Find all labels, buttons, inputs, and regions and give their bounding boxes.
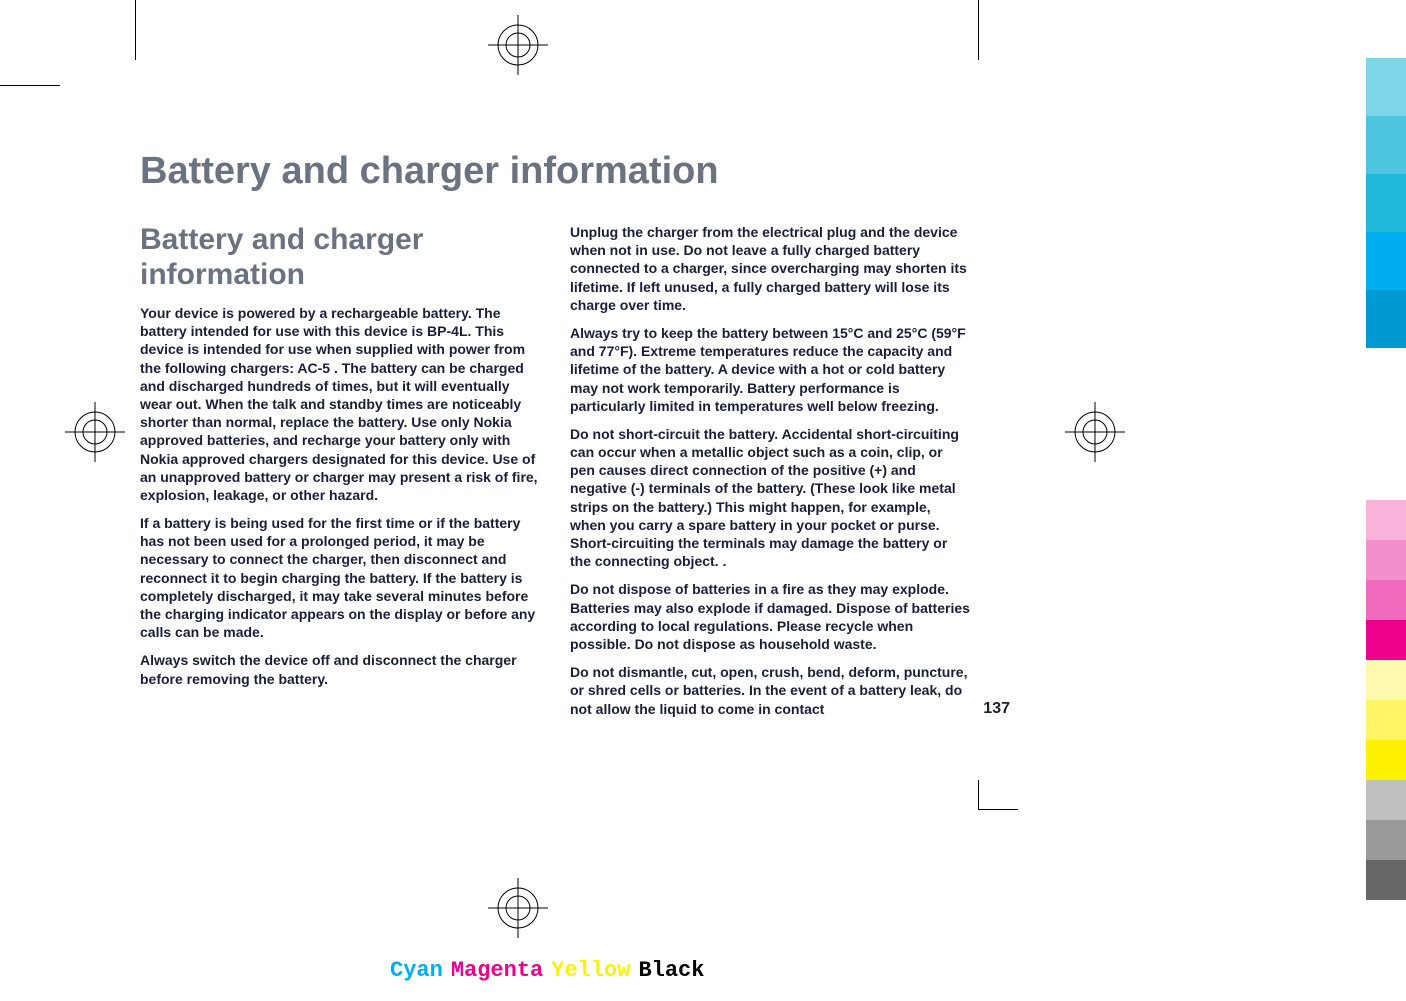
column-right: Unplug the charger from the electrical p… — [570, 223, 970, 728]
registration-mark-icon — [488, 15, 548, 80]
page-number: 137 — [983, 700, 1010, 718]
column-left: Battery and charger information Your dev… — [140, 223, 540, 728]
crop-mark — [978, 780, 979, 810]
black-label: Black — [638, 958, 704, 983]
color-separation-labels: Cyan Magenta Yellow Black — [390, 958, 704, 983]
crop-mark — [978, 809, 1018, 810]
two-column-layout: Battery and charger information Your dev… — [140, 223, 970, 728]
main-title: Battery and charger information — [140, 150, 970, 193]
cyan-label: Cyan — [390, 958, 443, 983]
section-title: Battery and charger information — [140, 223, 540, 292]
paragraph: Do not dispose of batteries in a fire as… — [570, 580, 970, 653]
paragraph: Your device is powered by a rechargeable… — [140, 304, 540, 504]
paragraph: Unplug the charger from the electrical p… — [570, 223, 970, 314]
paragraph: Do not dismantle, cut, open, crush, bend… — [570, 663, 970, 718]
paragraph: Always try to keep the battery between 1… — [570, 324, 970, 415]
magenta-label: Magenta — [451, 958, 543, 983]
registration-mark-icon — [1065, 402, 1125, 467]
crop-mark — [0, 85, 60, 86]
color-bar-cyan — [1366, 58, 1406, 348]
registration-mark-icon — [65, 402, 125, 467]
paragraph: Do not short-circuit the battery. Accide… — [570, 425, 970, 571]
registration-mark-icon — [488, 878, 548, 943]
crop-mark — [135, 0, 136, 60]
paragraph: If a battery is being used for the first… — [140, 514, 540, 641]
color-bar-mixed — [1366, 500, 1406, 900]
yellow-label: Yellow — [551, 958, 630, 983]
page-content: Battery and charger information Battery … — [140, 150, 970, 728]
crop-mark — [978, 0, 979, 60]
paragraph: Always switch the device off and disconn… — [140, 651, 540, 687]
